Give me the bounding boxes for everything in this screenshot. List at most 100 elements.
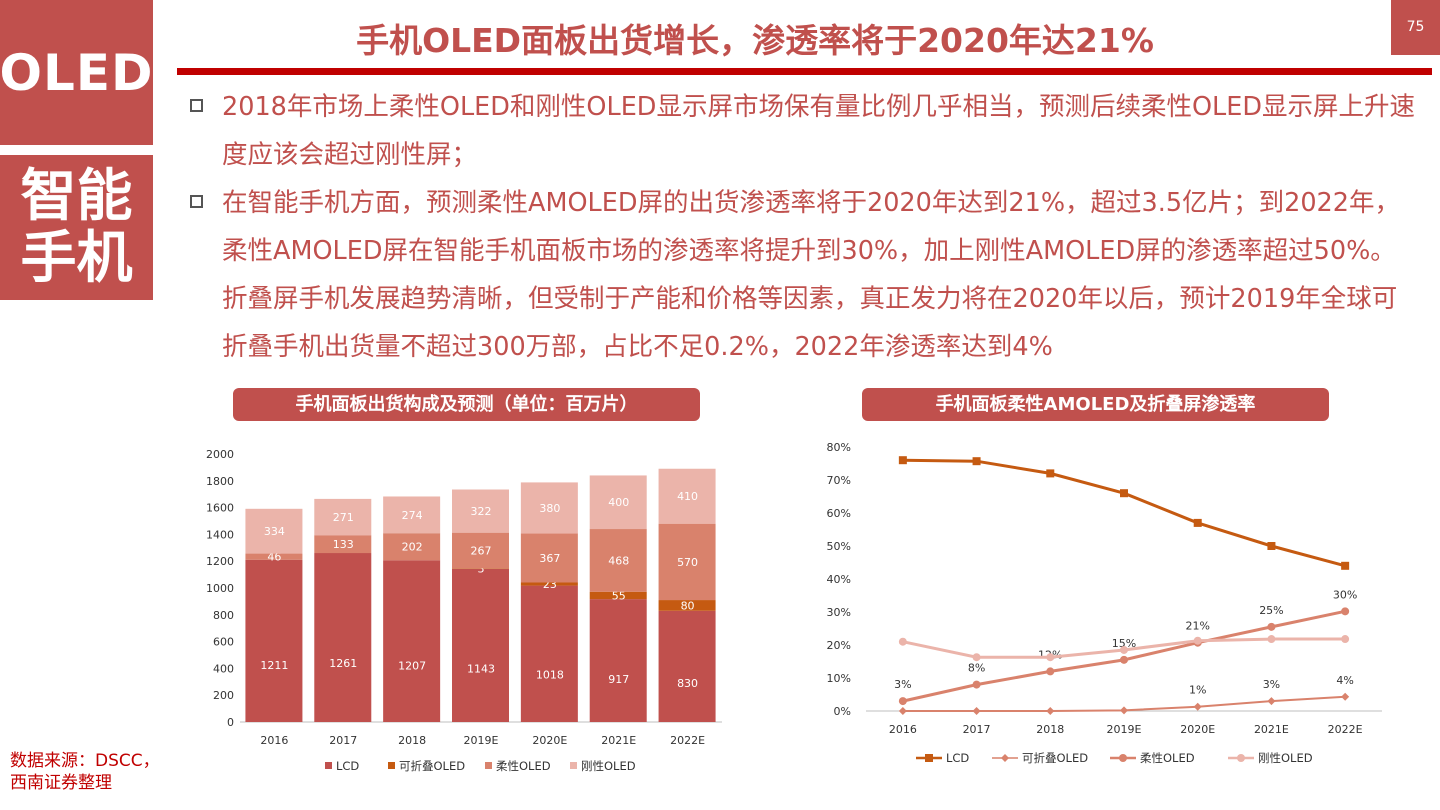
bar-legend-swatch	[570, 762, 577, 769]
line-legend-label: 柔性OLED	[1140, 751, 1195, 765]
line-data-label: 1%	[1189, 684, 1206, 697]
bar-segment	[245, 508, 303, 554]
bar-y-tick-label: 1000	[206, 582, 234, 595]
bar-legend-label: 柔性OLED	[496, 759, 551, 773]
bar-data-label: 380	[539, 502, 560, 515]
line-point	[898, 697, 907, 706]
line-data-label: 3%	[894, 678, 911, 691]
line-legend-marker	[1001, 754, 1009, 762]
line-legend-marker	[1119, 754, 1127, 762]
bar-segment	[452, 489, 509, 533]
line-legend-marker	[925, 754, 933, 762]
bar-legend-label: 刚性OLED	[581, 759, 636, 773]
line-point	[972, 653, 981, 662]
bar-segment	[520, 582, 578, 586]
line-legend-label: 可折叠OLED	[1022, 751, 1088, 765]
bar-segment	[589, 599, 647, 722]
line-point	[1341, 607, 1350, 616]
line-data-label: 3%	[1263, 678, 1280, 691]
line-x-tick-label: 2016	[889, 723, 917, 736]
bar-data-label: 46	[267, 551, 281, 564]
bar-segment	[452, 568, 509, 722]
page-number: 75	[1391, 0, 1440, 55]
line-point	[1120, 489, 1128, 498]
line-data-label: 15%	[1112, 637, 1136, 650]
bar-legend-swatch	[485, 762, 492, 769]
bar-y-tick-label: 400	[213, 662, 234, 675]
line-point	[1341, 692, 1350, 701]
line-chart: 0% 10% 20% 30% 40% 50% 60% 70% 80% 2016 2017 2018 20…	[827, 441, 1382, 765]
line-x-tick-label: 2022E	[1328, 723, 1363, 736]
bar-data-label: 271	[333, 511, 354, 524]
bar-data-label: 202	[402, 541, 423, 554]
line-legend-label: 刚性OLED	[1258, 751, 1313, 765]
line-point	[972, 707, 981, 715]
line-point	[1120, 645, 1128, 654]
line-point	[1267, 622, 1276, 631]
line-point	[1193, 518, 1202, 527]
bar-x-tick-label: 2018	[398, 734, 426, 747]
side-label-smartphone: 智能 手机	[0, 155, 153, 300]
bar-segment	[383, 533, 441, 561]
bar-x-tick-label: 2020E	[532, 734, 567, 747]
line-point	[898, 707, 907, 715]
bar-y-tick-label: 2000	[206, 448, 234, 461]
bar-x-tick-label: 2022E	[670, 734, 705, 747]
bar-data-label: 917	[608, 673, 629, 686]
line-point	[1120, 706, 1128, 715]
line-y-tick-label: 10%	[827, 672, 851, 685]
bar-legend-swatch	[325, 762, 332, 769]
line-x-tick-label: 2020E	[1180, 723, 1215, 736]
bar-chart-title: 手机面板出货构成及预测（单位：百万片）	[233, 388, 700, 421]
bar-data-label: 3	[478, 563, 485, 576]
bar-data-label: 1018	[536, 668, 564, 681]
bar-y-tick-label: 1400	[206, 528, 234, 541]
bar-segment	[314, 498, 372, 536]
side-label-line2: 手机	[20, 225, 133, 291]
bar-data-label: 80	[681, 599, 695, 612]
bar-data-label: 367	[539, 552, 560, 565]
bar-data-label: 133	[333, 538, 354, 551]
bar-segment	[520, 533, 578, 583]
line-x-tick-label: 2021E	[1254, 723, 1289, 736]
bullet-item: 在智能手机方面，预测柔性AMOLED屏的出货渗透率将于2020年达到21%，超过…	[190, 179, 1415, 371]
bullet-text: 在智能手机方面，预测柔性AMOLED屏的出货渗透率将于2020年达到21%，超过…	[222, 188, 1400, 362]
bar-y-tick-label: 1200	[206, 555, 234, 568]
line-data-label: 30%	[1333, 588, 1357, 601]
line-legend-marker	[1237, 754, 1245, 762]
line-x-tick-label: 2019E	[1107, 723, 1142, 736]
bullet-item: 2018年市场上柔性OLED和刚性OLED显示屏市场保有量比例几乎相当，预测后续…	[190, 83, 1415, 179]
line-point	[1046, 667, 1055, 676]
bar-x-tick-label: 2016	[260, 734, 288, 747]
bar-data-label: 570	[677, 556, 698, 569]
line-point	[1120, 655, 1128, 664]
bar-segment	[383, 560, 441, 722]
line-point	[1193, 636, 1202, 645]
bullet-text: 2018年市场上柔性OLED和刚性OLED显示屏市场保有量比例几乎相当，预测后续…	[222, 92, 1415, 170]
bar-y-tick-label: 200	[213, 689, 234, 702]
source-note-line2: 西南证券整理	[10, 773, 112, 793]
bar-data-label: 1143	[467, 662, 495, 675]
source-note-line1: 数据来源：DSCC，	[10, 751, 160, 771]
side-label-oled-text: OLED	[0, 43, 154, 102]
title-divider	[177, 68, 1432, 75]
line-point	[898, 637, 907, 646]
line-point	[1341, 561, 1350, 570]
bar-segment	[245, 559, 303, 722]
line-point	[1267, 542, 1276, 550]
bar-y-tick-label: 600	[213, 636, 234, 649]
line-legend-label: LCD	[946, 751, 969, 765]
bar-segment	[245, 553, 303, 560]
line-y-tick-label: 50%	[827, 540, 851, 553]
bullet-square-icon	[190, 99, 203, 112]
line-y-tick-label: 20%	[827, 639, 851, 652]
line-chart-title: 手机面板柔性AMOLED及折叠屏渗透率	[862, 388, 1329, 421]
bar-segment	[314, 553, 372, 722]
line-point	[1046, 469, 1055, 478]
line-point	[1046, 653, 1055, 662]
bar-chart: 0 200 400 600 800 1000 1200 1400 1600 1800 2000 121…	[206, 448, 722, 773]
bar-y-tick-label: 1800	[206, 475, 234, 488]
side-label-line1: 智能	[20, 163, 133, 229]
side-label-oled: OLED	[0, 0, 153, 145]
